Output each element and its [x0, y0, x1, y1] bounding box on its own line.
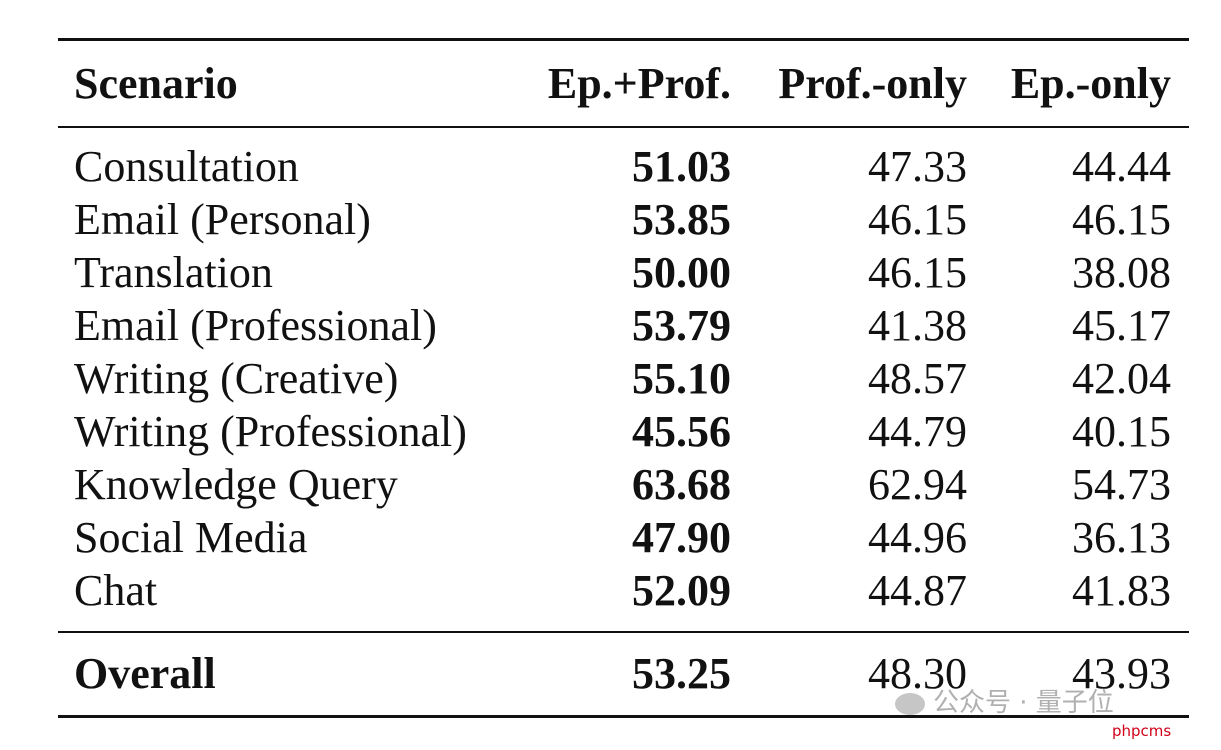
ep-only-cell: 40.15	[1072, 407, 1171, 456]
ep-only-cell: 38.08	[1072, 248, 1171, 297]
scenario-cell: Email (Personal)	[74, 195, 371, 244]
ep-prof-cell: 63.68	[632, 460, 731, 509]
header-prof-only: Prof.-only	[778, 59, 967, 108]
table-row: Writing (Professional) 45.56 44.79 40.15	[58, 405, 1189, 458]
overall-prof-only: 48.30	[868, 649, 967, 698]
table-row: Chat 52.09 44.87 41.83	[58, 564, 1189, 617]
ep-prof-cell: 53.85	[632, 195, 731, 244]
ep-prof-cell: 52.09	[632, 566, 731, 615]
ep-only-cell: 44.44	[1072, 142, 1171, 191]
watermark-text: 公众号 · 量子位	[933, 688, 1114, 718]
header-ep-prof: Ep.+Prof.	[547, 59, 731, 108]
table-row: Knowledge Query 63.68 62.94 54.73	[58, 458, 1189, 511]
wechat-icon	[895, 692, 925, 715]
scenario-cell: Email (Professional)	[74, 301, 437, 350]
scenario-cell: Chat	[74, 566, 158, 615]
ep-only-cell: 36.13	[1072, 513, 1171, 562]
prof-only-cell: 44.87	[868, 566, 967, 615]
results-table: Scenario Ep.+Prof. Prof.-only Ep.-only C…	[58, 38, 1189, 718]
brand-mark: phpcms	[1112, 722, 1172, 740]
table-row: Email (Personal) 53.85 46.15 46.15	[58, 193, 1189, 246]
table-row: Translation 50.00 46.15 38.08	[58, 246, 1189, 299]
table-row: Social Media 47.90 44.96 36.13	[58, 511, 1189, 564]
scenario-cell: Writing (Professional)	[74, 407, 467, 456]
scenario-cell: Knowledge Query	[74, 460, 398, 509]
table-row: Consultation 51.03 47.33 44.44	[58, 140, 1189, 193]
ep-prof-cell: 53.79	[632, 301, 731, 350]
ep-only-cell: 42.04	[1072, 354, 1171, 403]
prof-only-cell: 44.96	[868, 513, 967, 562]
header-scenario: Scenario	[74, 59, 238, 108]
scenario-cell: Consultation	[74, 142, 299, 191]
header-rule	[58, 126, 1189, 128]
prof-only-cell: 46.15	[868, 195, 967, 244]
ep-prof-cell: 45.56	[632, 407, 731, 456]
ep-prof-cell: 51.03	[632, 142, 731, 191]
scenario-cell: Writing (Creative)	[74, 354, 399, 403]
prof-only-cell: 46.15	[868, 248, 967, 297]
scenario-cell: Social Media	[74, 513, 308, 562]
ep-only-cell: 45.17	[1072, 301, 1171, 350]
bottom-rule	[58, 715, 1189, 718]
ep-prof-cell: 50.00	[632, 248, 731, 297]
overall-ep-only: 43.93	[1072, 649, 1171, 698]
ep-prof-cell: 55.10	[632, 354, 731, 403]
table-body: Consultation 51.03 47.33 44.44 Email (Pe…	[58, 128, 1189, 631]
header-ep-only: Ep.-only	[1010, 59, 1171, 108]
prof-only-cell: 41.38	[868, 301, 967, 350]
ep-only-cell: 54.73	[1072, 460, 1171, 509]
prof-only-cell: 44.79	[868, 407, 967, 456]
prof-only-cell: 48.57	[868, 354, 967, 403]
scenario-cell: Translation	[74, 248, 273, 297]
table-header-row: Scenario Ep.+Prof. Prof.-only Ep.-only	[58, 41, 1189, 126]
ep-prof-cell: 47.90	[632, 513, 731, 562]
prof-only-cell: 47.33	[868, 142, 967, 191]
overall-row: Overall 53.25 48.30 43.93	[58, 633, 1189, 715]
ep-only-cell: 46.15	[1072, 195, 1171, 244]
prof-only-cell: 62.94	[868, 460, 967, 509]
overall-ep-prof: 53.25	[632, 649, 731, 698]
table-row: Email (Professional) 53.79 41.38 45.17	[58, 299, 1189, 352]
watermark: 公众号 · 量子位	[895, 682, 1114, 719]
top-rule	[58, 38, 1189, 41]
table-row: Writing (Creative) 55.10 48.57 42.04	[58, 352, 1189, 405]
ep-only-cell: 41.83	[1072, 566, 1171, 615]
overall-rule	[58, 631, 1189, 633]
overall-label: Overall	[74, 649, 216, 698]
